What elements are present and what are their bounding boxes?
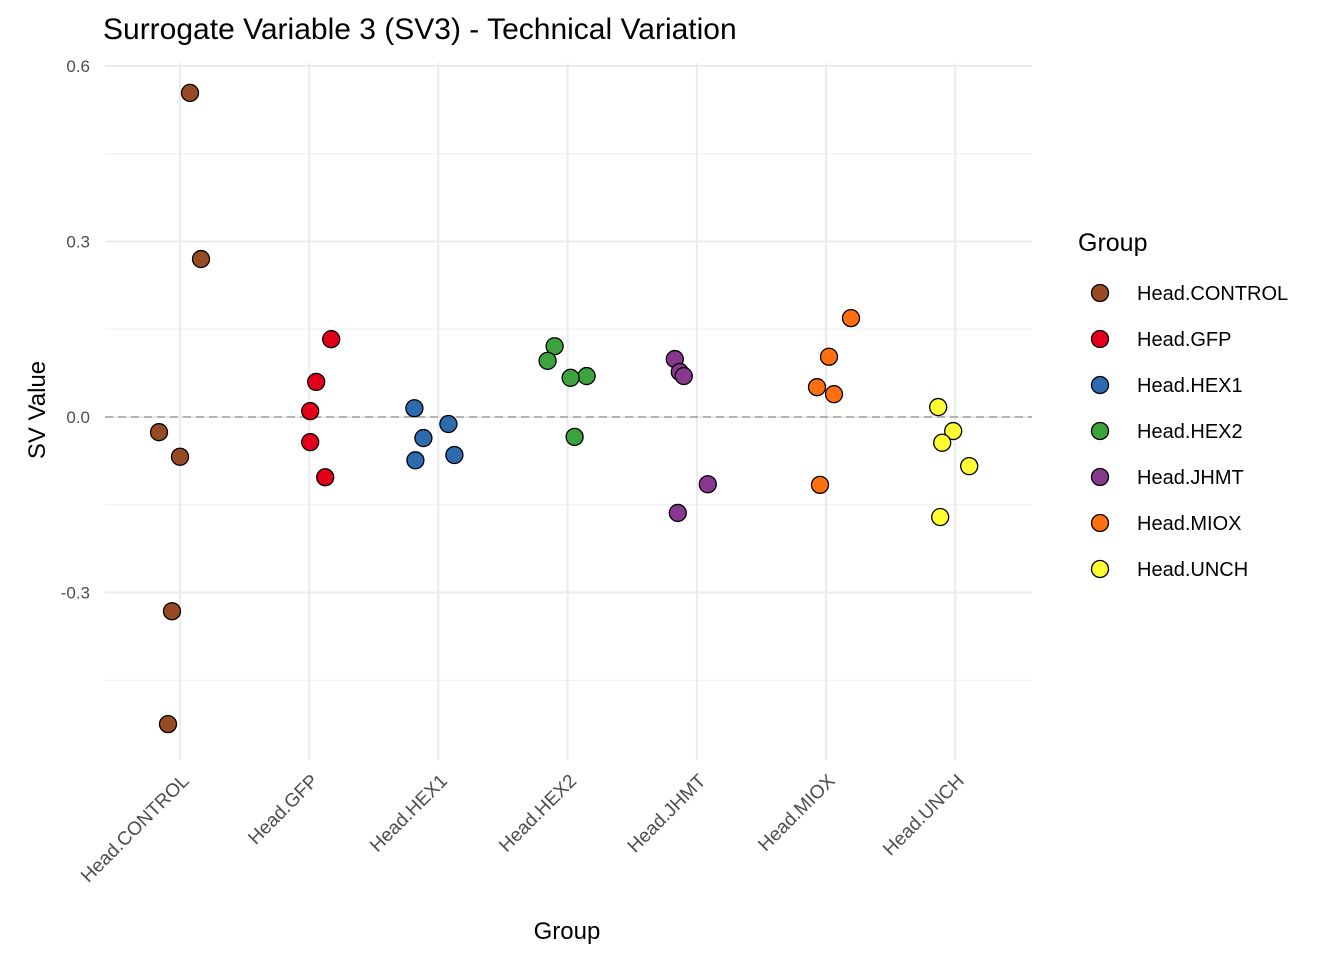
point-head-gfp — [301, 433, 320, 452]
x-tick-label: Head.HEX2 — [495, 771, 581, 857]
y-axis-ticks: 0.6 0.3 0.0 -0.3 — [61, 57, 90, 603]
point-head-jhmt — [698, 475, 717, 494]
legend-key-icon — [1090, 375, 1110, 395]
legend-item-label: Head.MIOX — [1137, 513, 1241, 535]
point-head-unch — [929, 397, 948, 417]
legend: Group Head.CONTROL Head.GFP Head.HEX1 Head.… — [1078, 229, 1288, 581]
data-points — [149, 83, 979, 734]
point-head-control — [149, 423, 169, 442]
point-head-hex1 — [414, 428, 433, 448]
point-head-jhmt — [674, 366, 693, 386]
x-tick-label: Head.CONTROL — [77, 771, 193, 887]
legend-key-icon — [1090, 513, 1110, 533]
point-head-jhmt — [668, 503, 687, 523]
legend-item-label: Head.HEX2 — [1137, 421, 1243, 443]
x-tick-label: Head.HEX1 — [366, 771, 452, 857]
point-head-hex2 — [565, 427, 584, 447]
y-tick-label: 0.3 — [66, 233, 90, 252]
legend-key-icon — [1090, 421, 1110, 441]
point-head-gfp — [307, 372, 326, 392]
legend-item-label: Head.CONTROL — [1137, 283, 1288, 305]
point-head-hex1 — [405, 399, 424, 418]
point-head-hex2 — [577, 366, 596, 386]
legend-key-icon — [1090, 467, 1110, 487]
grid — [105, 63, 1032, 760]
point-head-control — [180, 83, 200, 103]
point-head-hex2 — [561, 368, 580, 387]
legend-title: Group — [1078, 229, 1147, 257]
point-head-miox — [819, 347, 839, 366]
point-head-hex2 — [545, 337, 564, 356]
legend-item-label: Head.HEX1 — [1137, 375, 1243, 397]
point-head-hex1 — [445, 445, 464, 465]
point-head-control — [191, 249, 211, 269]
point-head-hex1 — [406, 451, 425, 470]
point-head-control — [162, 602, 182, 621]
legend-key-icon — [1090, 559, 1110, 579]
point-head-control — [170, 447, 190, 466]
x-tick-label: Head.UNCH — [879, 771, 969, 861]
point-head-unch — [931, 507, 950, 527]
point-head-hex2 — [538, 351, 557, 370]
y-tick-label: -0.3 — [61, 584, 90, 603]
x-tick-label: Head.MIOX — [754, 770, 839, 855]
y-axis-label: SV Value — [24, 361, 51, 459]
y-tick-label: 0.0 — [66, 408, 90, 427]
legend-item-label: Head.UNCH — [1137, 559, 1248, 581]
point-head-miox — [810, 475, 830, 495]
point-head-gfp — [316, 468, 335, 487]
chart-title: Surrogate Variable 3 (SV3) - Technical V… — [103, 13, 737, 46]
point-head-miox — [807, 378, 827, 397]
x-tick-label: Head.JHMT — [624, 770, 711, 857]
point-head-unch — [933, 433, 952, 452]
point-head-control — [158, 714, 178, 734]
point-head-hex1 — [439, 414, 458, 434]
legend-item-label: Head.GFP — [1137, 329, 1231, 351]
legend-key-icon — [1090, 283, 1110, 303]
legend-item-label: Head.JHMT — [1137, 467, 1244, 489]
point-head-gfp — [322, 330, 341, 349]
point-head-unch — [944, 421, 963, 441]
x-axis-ticks: Head.CONTROL Head.GFP Head.HEX1 Head.HEX2 He… — [77, 770, 969, 887]
point-head-miox — [841, 308, 861, 328]
y-tick-label: 0.6 — [66, 57, 90, 76]
legend-key-icon — [1090, 329, 1110, 349]
point-head-gfp — [301, 401, 320, 421]
x-tick-label: Head.GFP — [244, 771, 322, 849]
x-axis-label: Group — [534, 918, 601, 945]
point-head-miox — [824, 385, 844, 404]
point-head-unch — [960, 456, 979, 476]
